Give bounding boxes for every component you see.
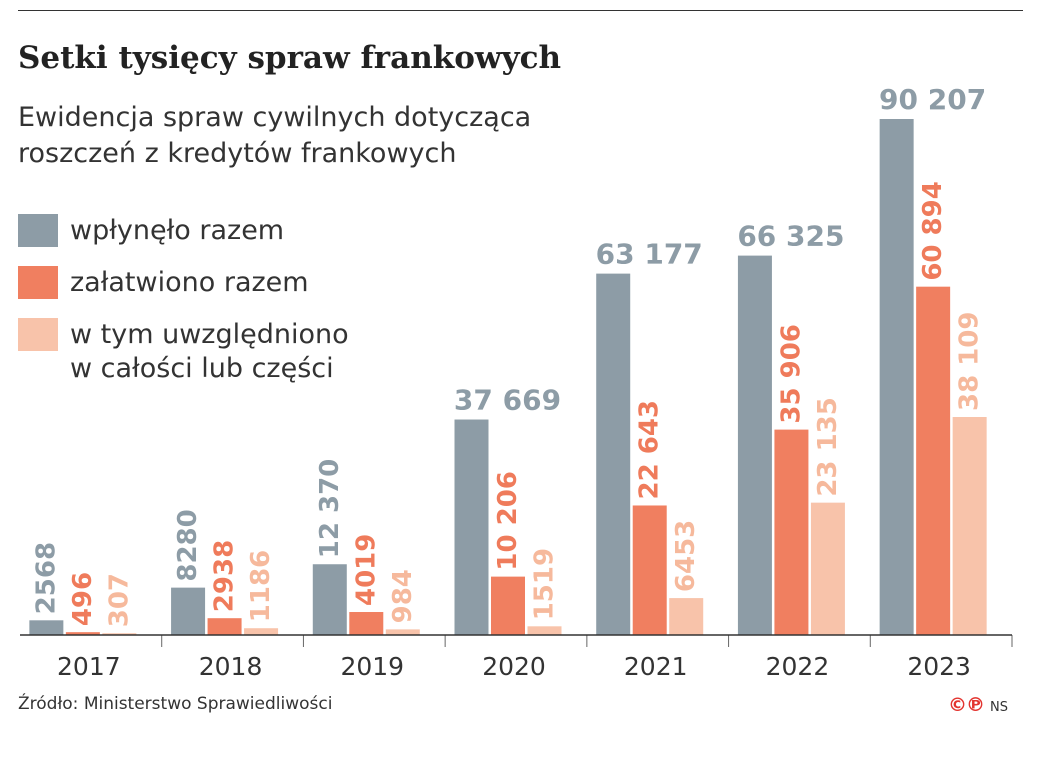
bar-w-2017: [102, 633, 137, 635]
bar-wpyneo-2018: [171, 587, 206, 635]
bar-wpyneo-2021: [596, 273, 631, 635]
bar-zaatwiono-2018: [207, 618, 242, 635]
label-w-2021: 6453: [671, 520, 701, 592]
bar-zaatwiono-2021: [632, 505, 667, 635]
subtitle-line-1: Ewidencja spraw cywilnych dotycząca: [18, 102, 532, 133]
bar-wpyneo-2019: [312, 564, 347, 635]
label-wpyneo-2017: 2568: [31, 542, 61, 614]
label-zaatwiono-2019: 4019: [351, 534, 381, 606]
tick-label-2017: 2017: [57, 652, 121, 681]
label-zaatwiono-2022: 35 906: [776, 324, 806, 424]
tick-label-2022: 2022: [766, 652, 830, 681]
label-wpyneo-2020: 37 669: [454, 384, 561, 417]
bar-wpyneo-2020: [454, 419, 489, 635]
label-wpyneo-2022: 66 325: [737, 220, 844, 253]
label-w-2020: 1519: [530, 548, 560, 620]
bar-w-2023: [952, 417, 987, 635]
label-wpyneo-2019: 12 370: [315, 459, 345, 559]
label-zaatwiono-2021: 22 643: [635, 400, 665, 500]
tick-label-2018: 2018: [199, 652, 263, 681]
bar-w-2022: [810, 502, 845, 635]
bar-zaatwiono-2019: [349, 612, 384, 635]
bar-wpyneo-2017: [29, 620, 64, 635]
chart-subtitle: Ewidencja spraw cywilnych dotycząca rosz…: [18, 100, 618, 172]
label-zaatwiono-2023: 60 894: [918, 181, 948, 281]
legend-label-wplynelo: wpłynęło razem: [70, 215, 285, 246]
credit: ©℗ NS: [948, 694, 1008, 716]
bar-zaatwiono-2017: [65, 632, 100, 635]
bar-w-2018: [244, 628, 279, 635]
tick-label-2023: 2023: [907, 652, 971, 681]
label-w-2017: 307: [104, 573, 134, 627]
subtitle-line-2: roszczeń z kredytów frankowych: [18, 138, 457, 169]
top-rule: [18, 10, 1023, 11]
bar-w-2019: [385, 629, 420, 635]
credit-logo: ©℗: [948, 694, 985, 716]
label-wpyneo-2023: 90 207: [879, 83, 986, 116]
legend-swatch-zalatwiono: [18, 266, 58, 299]
label-zaatwiono-2020: 10 206: [493, 471, 523, 571]
label-w-2019: 984: [388, 569, 418, 623]
label-w-2022: 23 135: [813, 397, 843, 497]
legend-label-uwzgledniono-2: w całości lub części: [70, 353, 334, 384]
tick-label-2021: 2021: [624, 652, 688, 681]
source-note: Źródło: Ministerstwo Sprawiedliwości: [18, 694, 333, 714]
legend-label-zalatwiono: załatwiono razem: [70, 267, 309, 298]
label-w-2018: 1186: [246, 550, 276, 622]
legend-swatch-wplynelo: [18, 214, 58, 247]
bar-zaatwiono-2020: [491, 576, 525, 635]
legend-label-uwzgledniono-1: w tym uwzględniono: [70, 319, 349, 350]
label-wpyneo-2018: 8280: [173, 509, 203, 581]
label-wpyneo-2021: 63 177: [596, 238, 703, 271]
label-zaatwiono-2018: 2938: [210, 540, 240, 612]
bar-zaatwiono-2023: [916, 286, 951, 635]
bar-w-2021: [669, 598, 704, 635]
legend-swatch-uwzgledniono: [18, 318, 58, 351]
tick-label-2019: 2019: [340, 652, 404, 681]
bar-wpyneo-2023: [879, 119, 914, 635]
chart-title: Setki tysięcy spraw frankowych: [18, 40, 562, 76]
tick-label-2020: 2020: [482, 652, 546, 681]
bar-zaatwiono-2022: [774, 429, 809, 635]
label-w-2023: 38 109: [955, 311, 985, 411]
credit-initials: NS: [990, 700, 1008, 715]
bar-w-2020: [527, 626, 562, 635]
label-zaatwiono-2017: 496: [68, 572, 98, 626]
bar-wpyneo-2022: [737, 255, 772, 636]
